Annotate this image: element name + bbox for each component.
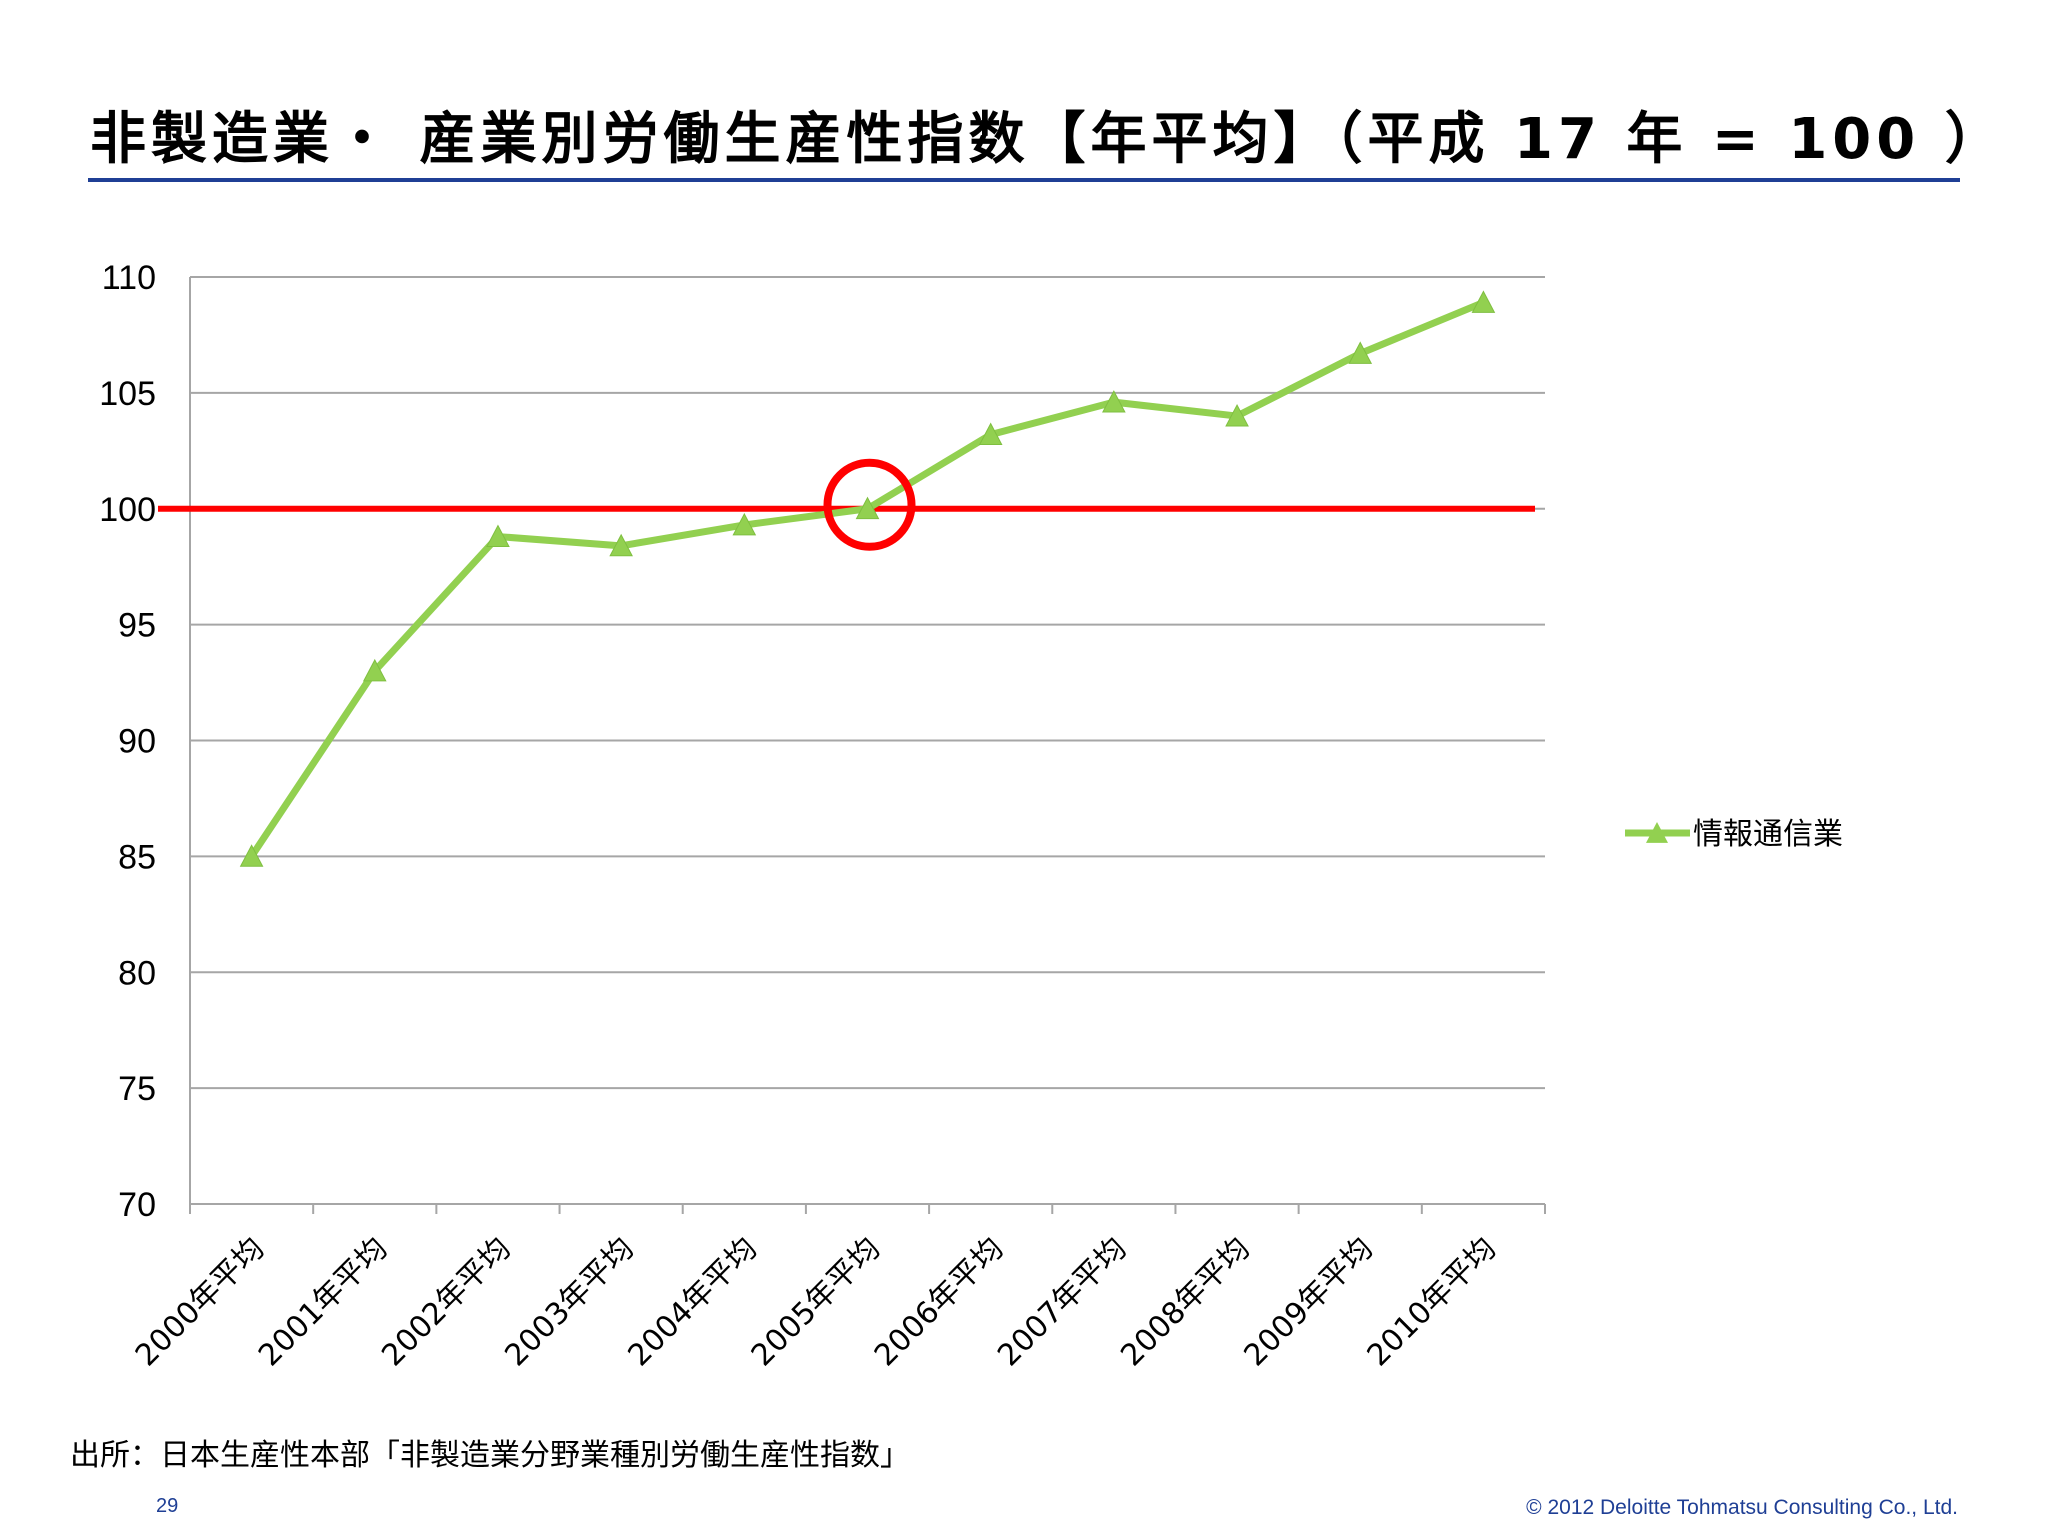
x-tick-label: 2009年平均 (1238, 1231, 1380, 1373)
x-tick-label: 2001年平均 (252, 1231, 394, 1373)
x-tick-label: 2002年平均 (375, 1231, 517, 1373)
x-tick-label: 2007年平均 (991, 1231, 1133, 1373)
x-tick-label: 2000年平均 (129, 1231, 271, 1373)
copyright: © 2012 Deloitte Tohmatsu Consulting Co.,… (1526, 1496, 1958, 1519)
legend-marker (1646, 822, 1668, 843)
data-point (1225, 403, 1249, 427)
data-point (362, 658, 387, 682)
slide-title: 非製造業・ 産業別労働生産性指数【年平均】（平成 17 年 = 100 ） (90, 107, 2006, 172)
data-point (732, 512, 757, 536)
x-tick-label: 2008年平均 (1114, 1231, 1256, 1373)
y-tick-label: 90 (118, 723, 156, 761)
x-tick-label: 2005年平均 (745, 1231, 887, 1373)
x-tick-label: 2003年平均 (498, 1231, 640, 1373)
y-tick-label: 105 (99, 375, 156, 413)
page-number: 29 (156, 1495, 179, 1517)
source-note: 出所：日本生産性本部「非製造業分野業種別労働生産性指数」 (70, 1438, 910, 1473)
y-tick-label: 70 (118, 1186, 156, 1224)
data-point (855, 496, 880, 520)
legend-label: 情報通信業 (1693, 817, 1843, 852)
data-point (486, 524, 510, 547)
y-tick-label: 95 (118, 607, 156, 645)
y-tick-label: 80 (118, 954, 156, 992)
x-tick-label: 2010年平均 (1361, 1231, 1503, 1373)
y-tick-label: 85 (118, 838, 156, 876)
data-point (239, 844, 264, 867)
y-tick-label: 100 (99, 491, 156, 529)
x-tick-label: 2004年平均 (622, 1231, 764, 1373)
x-tick-label: 2006年平均 (868, 1231, 1010, 1373)
title-rule (88, 178, 1960, 182)
data-point (609, 533, 633, 557)
data-point (1102, 390, 1126, 413)
series-line (248, 299, 1485, 859)
data-point (1348, 341, 1373, 364)
y-tick-label: 110 (102, 259, 156, 297)
data-point (978, 422, 1003, 445)
highlight-circle (823, 458, 916, 551)
y-tick-label: 75 (118, 1070, 156, 1108)
data-point (1471, 290, 1496, 313)
